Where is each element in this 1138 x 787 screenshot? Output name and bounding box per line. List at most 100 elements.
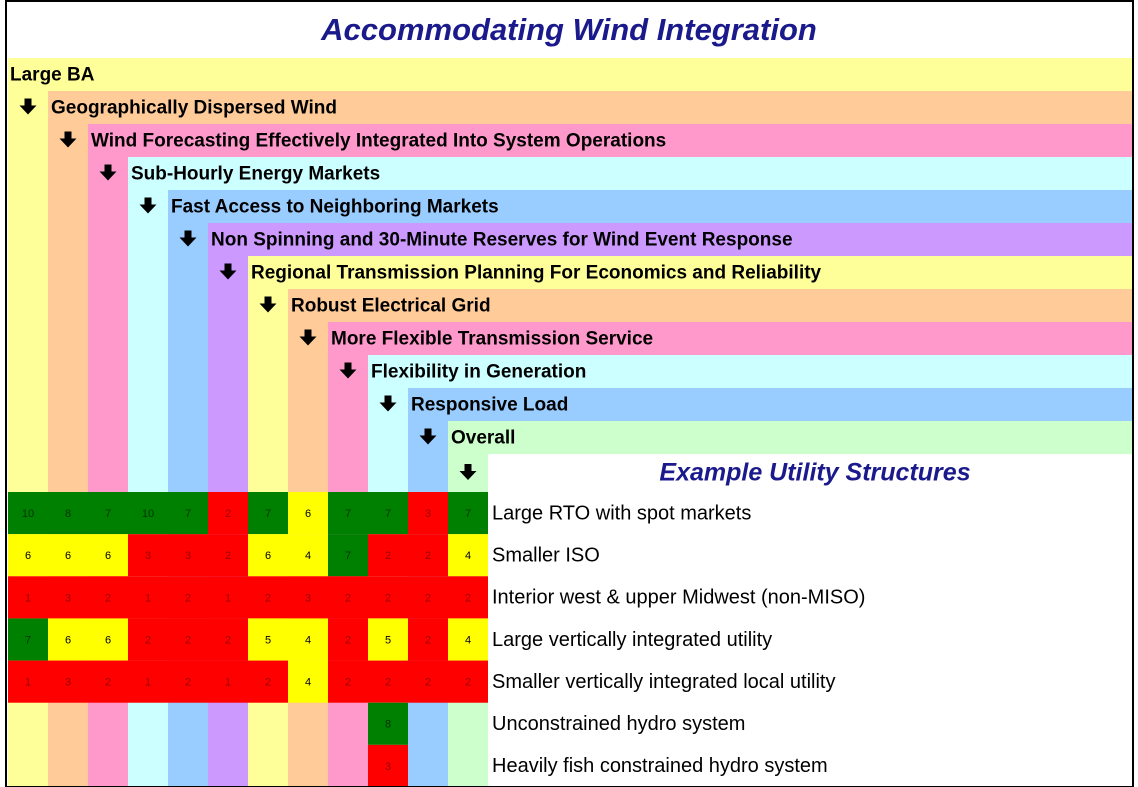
utility-label: Smaller vertically integrated local util… (492, 671, 835, 693)
score-cell (208, 618, 248, 661)
down-arrow (99, 164, 117, 181)
utility-label: Smaller ISO (492, 544, 600, 566)
score: 5 (385, 634, 391, 646)
utility-header: Example Utility Structures (659, 459, 970, 487)
factor-label: Non Spinning and 30-Minute Reserves for … (211, 230, 793, 251)
down-arrow (259, 296, 277, 313)
down-arrow (139, 197, 157, 214)
score-cell (328, 660, 368, 703)
frame (5, 0, 1134, 787)
utility-label: Unconstrained hydro system (492, 713, 745, 735)
score: 2 (345, 592, 351, 604)
score-cell (288, 576, 328, 619)
score-cell (208, 492, 248, 535)
score-cell (168, 660, 208, 703)
factor-label: Large BA (10, 65, 95, 86)
factor-band (408, 388, 1132, 421)
score: 1 (25, 677, 31, 689)
score: 2 (465, 677, 471, 689)
score-cell (168, 492, 208, 535)
score-cell (448, 576, 488, 619)
score-cell (88, 660, 128, 703)
utility-label-bg (488, 576, 1132, 619)
score-cell (48, 660, 88, 703)
score: 5 (265, 634, 271, 646)
score: 7 (345, 550, 351, 562)
score: 8 (65, 508, 71, 520)
factor-band (168, 190, 1132, 223)
score: 2 (425, 592, 431, 604)
score: 2 (345, 677, 351, 689)
factor-band (208, 223, 1132, 256)
score-cell (168, 576, 208, 619)
score-cell (288, 660, 328, 703)
utility-label-bg (488, 534, 1132, 577)
utility-label-bg (488, 618, 1132, 661)
score-cell (168, 534, 208, 577)
utility-label-bg (488, 744, 1132, 787)
score: 7 (185, 508, 191, 520)
utility-label: Large vertically integrated utility (492, 629, 772, 651)
score: 4 (305, 634, 311, 646)
score-cell (8, 660, 48, 703)
score: 2 (385, 550, 391, 562)
score-cell (408, 660, 448, 703)
score-cell (408, 618, 448, 661)
down-arrow (179, 230, 197, 247)
score: 2 (385, 592, 391, 604)
score-cell (128, 618, 168, 661)
score: 2 (185, 634, 191, 646)
score: 1 (25, 592, 31, 604)
score-cell (368, 660, 408, 703)
score-cell (328, 534, 368, 577)
score-cell (368, 702, 408, 745)
score: 3 (425, 508, 431, 520)
score-cell (288, 492, 328, 535)
score: 1 (145, 592, 151, 604)
score: 3 (185, 550, 191, 562)
score-cell (448, 660, 488, 703)
score-cell (88, 576, 128, 619)
score: 1 (225, 592, 231, 604)
score: 6 (105, 634, 111, 646)
score: 2 (385, 677, 391, 689)
score: 6 (25, 550, 31, 562)
score: 4 (305, 550, 311, 562)
score-cell (128, 534, 168, 577)
score-cell (368, 534, 408, 577)
score: 2 (185, 677, 191, 689)
score: 6 (265, 550, 271, 562)
score: 7 (105, 508, 111, 520)
down-arrow (379, 395, 397, 412)
down-arrow (419, 428, 437, 445)
score: 2 (225, 634, 231, 646)
score: 1 (145, 677, 151, 689)
score: 3 (145, 550, 151, 562)
score-cell (408, 534, 448, 577)
score: 7 (465, 508, 471, 520)
score: 3 (65, 592, 71, 604)
score: 7 (25, 634, 31, 646)
score-cell (208, 576, 248, 619)
factor-label: Responsive Load (411, 395, 568, 416)
score-cell (448, 492, 488, 535)
down-arrow (459, 464, 477, 480)
factor-label: Flexibility in Generation (371, 362, 586, 383)
score: 4 (465, 550, 471, 562)
score-cell (368, 576, 408, 619)
score-cell (328, 492, 368, 535)
score-cell (368, 492, 408, 535)
factor-band (128, 157, 1132, 190)
down-arrow (19, 98, 37, 115)
score-cell (48, 618, 88, 661)
down-arrow (339, 362, 357, 379)
score: 2 (145, 634, 151, 646)
score-cell (8, 576, 48, 619)
score: 4 (305, 677, 311, 689)
factor-band (328, 322, 1132, 355)
score: 2 (425, 677, 431, 689)
score-cell (88, 534, 128, 577)
score-cell (128, 660, 168, 703)
score-cell (248, 534, 288, 577)
